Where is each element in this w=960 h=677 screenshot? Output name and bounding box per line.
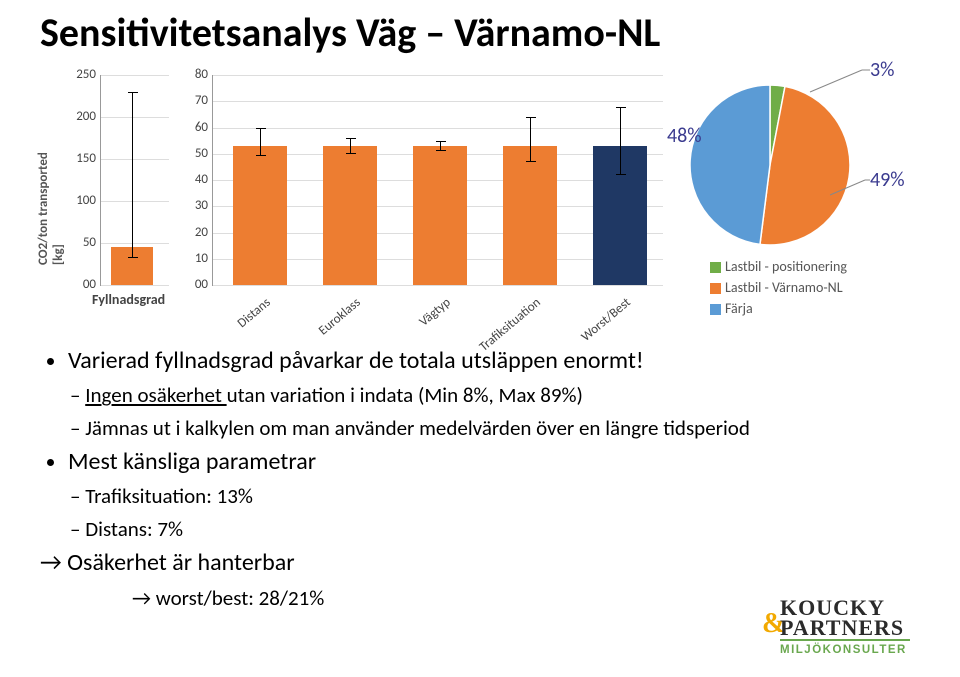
- sub-bullet: Trafiksituation: 13%: [96, 482, 920, 510]
- bar-vägtyp: [413, 146, 467, 285]
- ytick: 150: [68, 151, 96, 166]
- bar-euroklass: [323, 146, 377, 285]
- svg-text:MILJÖKONSULTER: MILJÖKONSULTER: [780, 643, 907, 656]
- errorbar: [350, 138, 351, 154]
- ytick: 250: [68, 67, 96, 82]
- bullet: Mest känsliga parametrar: [68, 446, 920, 478]
- bar-trafiksituation: [503, 146, 557, 285]
- bar-distans: [233, 146, 287, 285]
- chart-fyllnadsgrad: CO2/ton transported [kg] 005010015020025…: [40, 75, 170, 325]
- errorbar: [132, 92, 133, 258]
- pie-pct: 48%: [667, 124, 702, 148]
- bullet: → Osäkerhet är hanterbar: [40, 547, 920, 579]
- arrow-icon: →: [40, 547, 62, 579]
- pie-chart: 3%49%48% Lastbil - positioneringLastbil …: [675, 60, 945, 325]
- ytick: 00: [180, 277, 208, 292]
- koucky-logo: KOUCKY & PARTNERS MILJÖKONSULTER: [740, 593, 930, 657]
- legend-item: Lastbil - Värnamo-NL: [710, 279, 843, 296]
- ytick: 60: [180, 120, 208, 135]
- legend-item: Lastbil - positionering: [710, 258, 847, 275]
- ytick: 80: [180, 67, 208, 82]
- xlabel: Fyllnadsgrad: [92, 291, 165, 308]
- sub-bullet: Ingen osäkerhet utan variation i indata …: [96, 381, 920, 409]
- pie-slice: [690, 85, 770, 244]
- logo-tag: MILJÖKONSULTER: [780, 643, 907, 656]
- ytick: 200: [68, 109, 96, 124]
- errorbar: [620, 107, 621, 175]
- arrow-icon: →: [132, 584, 151, 612]
- ytick: 30: [180, 198, 208, 213]
- bullet-list: Varierad fyllnadsgrad påvarkar de totala…: [40, 345, 920, 616]
- chart1-ylabel: CO2/ton transported [kg]: [36, 131, 66, 265]
- ytick: 100: [68, 193, 96, 208]
- errorbar: [440, 141, 441, 152]
- bullet: Varierad fyllnadsgrad påvarkar de totala…: [68, 345, 920, 377]
- pie-pct: 3%: [870, 58, 894, 82]
- ytick: 70: [180, 93, 208, 108]
- chart-parameters: 001020304050607080 DistansEuroklassVägty…: [180, 75, 665, 325]
- errorbar: [260, 128, 261, 157]
- ytick: 10: [180, 251, 208, 266]
- sub-bullet: Distans: 7%: [96, 515, 920, 543]
- legend-item: Färja: [710, 300, 753, 317]
- ytick: 50: [68, 235, 96, 250]
- sub-bullet: Jämnas ut i kalkylen om man använder med…: [96, 414, 920, 442]
- pie-pct: 49%: [870, 168, 905, 192]
- errorbar: [530, 117, 531, 162]
- ytick: 20: [180, 225, 208, 240]
- ytick: 50: [180, 146, 208, 161]
- ytick: 40: [180, 172, 208, 187]
- page-title: Sensitivitetsanalys Väg – Värnamo-NL: [40, 8, 660, 57]
- logo-line2: PARTNERS: [780, 615, 904, 640]
- svg-text:PARTNERS: PARTNERS: [780, 615, 904, 640]
- ytick: 00: [68, 277, 96, 292]
